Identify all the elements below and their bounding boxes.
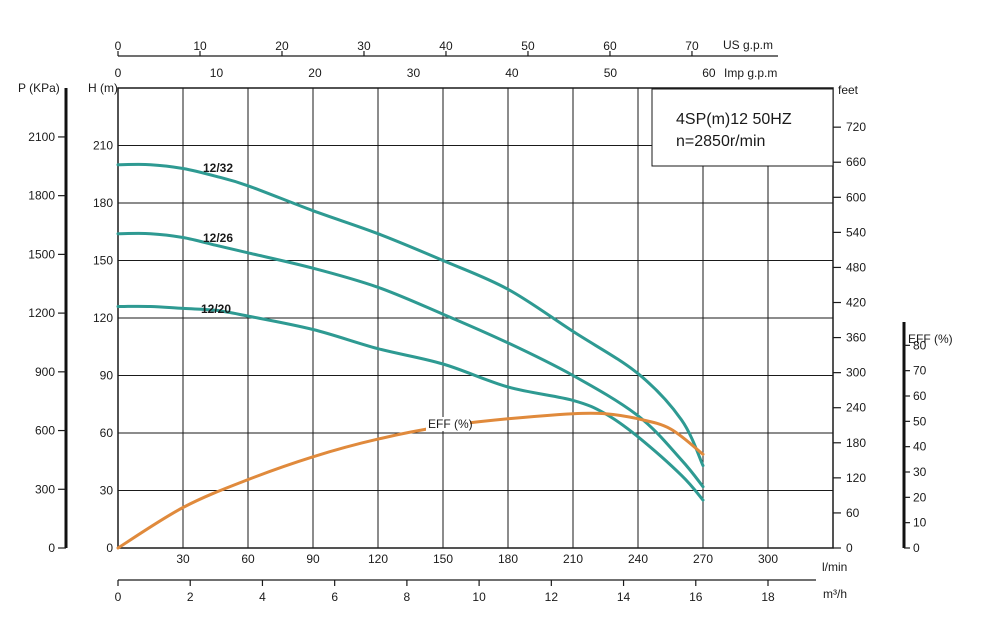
feet-tick-label: 480 xyxy=(846,260,866,274)
feet-tick-label: 60 xyxy=(846,506,860,520)
m3h-tick-label: 14 xyxy=(617,590,631,604)
head-tick-label: 180 xyxy=(93,196,113,210)
feet-unit-label: feet xyxy=(838,83,859,97)
us-gpm-tick-label: 70 xyxy=(685,39,699,53)
efficiency-tick-label: 80 xyxy=(913,338,927,352)
series-label: 12/26 xyxy=(203,231,233,245)
lpm-tick-label: 150 xyxy=(433,552,453,566)
us-gpm-tick-label: 10 xyxy=(193,39,207,53)
head-tick-label: 210 xyxy=(93,139,113,153)
m3h-tick-label: 10 xyxy=(472,590,486,604)
efficiency-tick-label: 20 xyxy=(913,490,927,504)
pressure-tick-label: 2100 xyxy=(28,130,55,144)
series-label: 12/20 xyxy=(201,302,231,316)
us-gpm-tick-label: 20 xyxy=(275,39,289,53)
pressure-tick-label: 1500 xyxy=(28,247,55,261)
feet-tick-label: 360 xyxy=(846,331,866,345)
lpm-tick-label: 30 xyxy=(176,552,190,566)
m3h-tick-label: 4 xyxy=(259,590,266,604)
us-gpm-tick-label: 60 xyxy=(603,39,617,53)
feet-tick-label: 540 xyxy=(846,225,866,239)
imp-gpm-tick-label: 60 xyxy=(702,66,716,80)
us-gpm-tick-label: 0 xyxy=(115,39,122,53)
feet-tick-label: 420 xyxy=(846,296,866,310)
us-gpm-tick-label: 40 xyxy=(439,39,453,53)
imp-gpm-tick-label: 30 xyxy=(407,66,421,80)
info-box: 4SP(m)12 50HZ n=2850r/min xyxy=(651,88,834,167)
lpm-tick-label: 90 xyxy=(306,552,320,566)
head-tick-label: 90 xyxy=(100,369,114,383)
m3h-tick-label: 16 xyxy=(689,590,703,604)
feet-tick-label: 720 xyxy=(846,120,866,134)
lpm-tick-label: 60 xyxy=(241,552,255,566)
lpm-tick-label: 180 xyxy=(498,552,518,566)
lpm-tick-label: 300 xyxy=(758,552,778,566)
info-box-frame xyxy=(651,88,834,167)
efficiency-label-bg xyxy=(426,417,470,431)
head-unit-label: H (m) xyxy=(88,81,118,95)
series-label: 12/32 xyxy=(203,161,233,175)
efficiency-unit-label: EFF (%) xyxy=(908,332,953,346)
pressure-tick-label: 600 xyxy=(35,424,55,438)
head-tick-label: 0 xyxy=(106,541,113,555)
feet-tick-label: 120 xyxy=(846,471,866,485)
efficiency-tick-label: 10 xyxy=(913,516,927,530)
m3h-unit-label: m³/h xyxy=(823,587,847,601)
m3h-tick-label: 6 xyxy=(331,590,338,604)
imp-gpm-tick-label: 10 xyxy=(210,66,224,80)
lpm-tick-label: 240 xyxy=(628,552,648,566)
efficiency-tick-label: 40 xyxy=(913,440,927,454)
head-curve-12-32 xyxy=(116,162,705,468)
us-gpm-tick-label: 50 xyxy=(521,39,535,53)
feet-tick-label: 180 xyxy=(846,436,866,450)
pressure-tick-label: 1800 xyxy=(28,189,55,203)
model-label: 4SP(m)12 50HZ xyxy=(676,111,792,128)
feet-tick-label: 0 xyxy=(846,541,853,555)
us-gpm-tick-label: 30 xyxy=(357,39,371,53)
imp-gpm-tick-label: 40 xyxy=(505,66,519,80)
imp-gpm-tick-label: 0 xyxy=(115,66,122,80)
us-gpm-unit-label: US g.p.m xyxy=(723,38,773,52)
lpm-tick-label: 270 xyxy=(693,552,713,566)
m3h-tick-label: 0 xyxy=(115,590,122,604)
pressure-unit-label: P (KPa) xyxy=(18,81,60,95)
m3h-tick-label: 18 xyxy=(761,590,775,604)
pressure-tick-label: 900 xyxy=(35,365,55,379)
efficiency-tick-label: 50 xyxy=(913,414,927,428)
efficiency-tick-label: 70 xyxy=(913,364,927,378)
head-tick-label: 60 xyxy=(100,426,114,440)
m3h-tick-label: 8 xyxy=(404,590,411,604)
imp-gpm-unit-label: Imp g.p.m xyxy=(724,66,777,80)
m3h-tick-label: 2 xyxy=(187,590,194,604)
head-tick-label: 120 xyxy=(93,311,113,325)
pressure-tick-label: 300 xyxy=(35,482,55,496)
lpm-tick-label: 120 xyxy=(368,552,388,566)
pressure-tick-label: 0 xyxy=(48,541,55,555)
efficiency-tick-label: 30 xyxy=(913,465,927,479)
m3h-tick-label: 12 xyxy=(545,590,559,604)
head-tick-label: 30 xyxy=(100,484,114,498)
pressure-tick-label: 1200 xyxy=(28,306,55,320)
head-tick-label: 150 xyxy=(93,254,113,268)
feet-tick-label: 600 xyxy=(846,190,866,204)
feet-tick-label: 300 xyxy=(846,366,866,380)
imp-gpm-tick-label: 50 xyxy=(604,66,618,80)
head-curve-12-20 xyxy=(116,304,705,502)
speed-label: n=2850r/min xyxy=(676,133,765,150)
efficiency-series-label: EFF (%) xyxy=(428,417,473,431)
imp-gpm-tick-label: 20 xyxy=(308,66,322,80)
efficiency-tick-label: 0 xyxy=(913,541,920,555)
lpm-unit-label: l/min xyxy=(822,560,847,574)
series-lines: 12/32 12/26 12/20 EFF (%) xyxy=(116,161,705,550)
head-curve-12-26 xyxy=(116,231,705,489)
feet-tick-label: 240 xyxy=(846,401,866,415)
lpm-tick-label: 210 xyxy=(563,552,583,566)
feet-tick-label: 660 xyxy=(846,155,866,169)
efficiency-tick-label: 60 xyxy=(913,389,927,403)
